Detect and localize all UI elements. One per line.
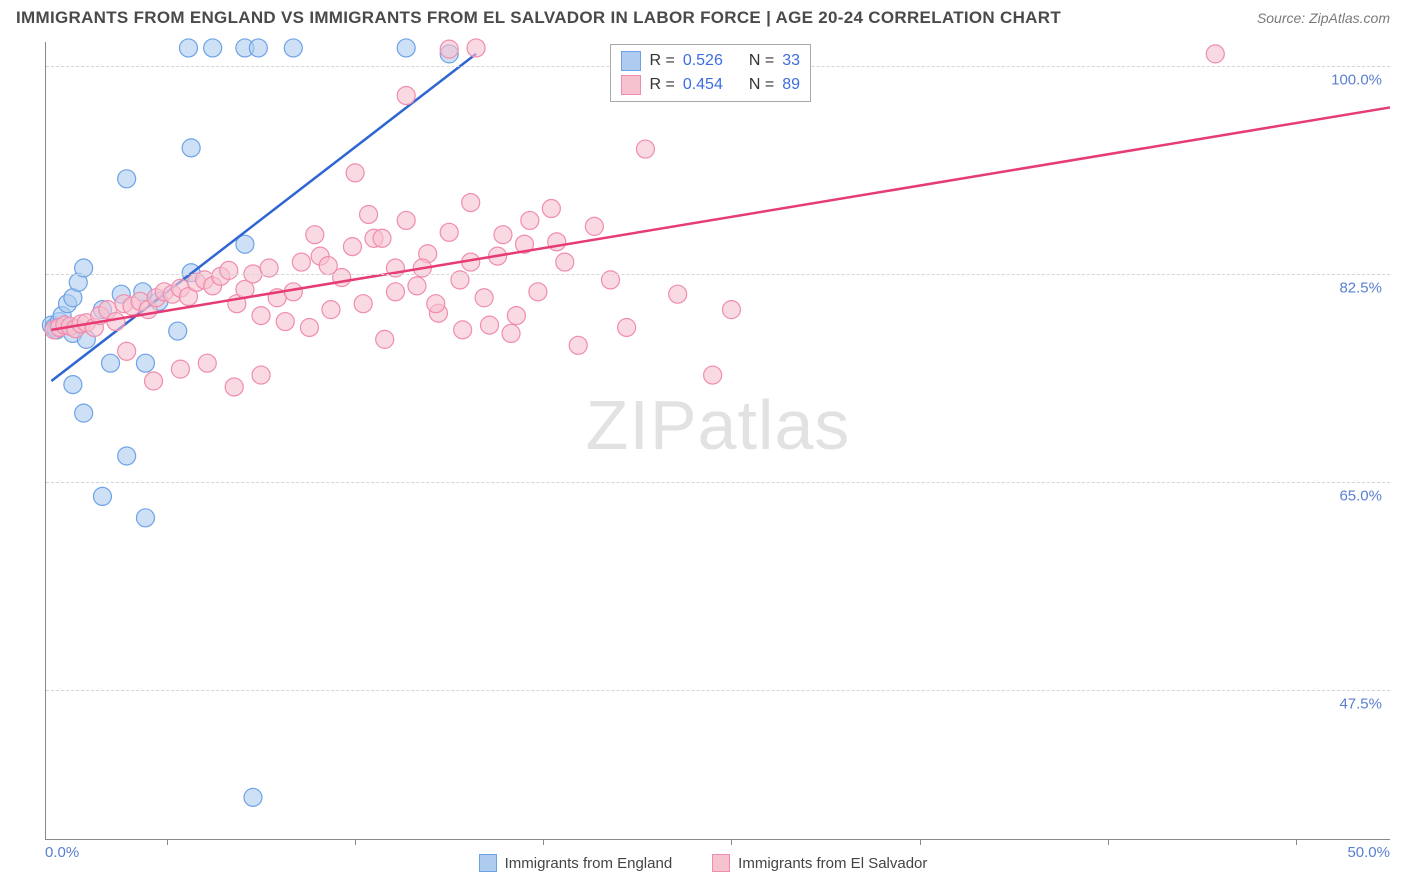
data-point — [136, 354, 154, 372]
data-point — [220, 261, 238, 279]
data-point — [343, 238, 361, 256]
bottom-label-england: Immigrants from England — [505, 855, 673, 872]
data-point — [204, 39, 222, 57]
data-point — [354, 295, 372, 313]
trend-line — [51, 107, 1390, 329]
data-point — [704, 366, 722, 384]
data-point — [481, 316, 499, 334]
data-point — [322, 301, 340, 319]
data-point — [64, 376, 82, 394]
data-point — [454, 321, 472, 339]
chart-header: IMMIGRANTS FROM ENGLAND VS IMMIGRANTS FR… — [0, 0, 1406, 32]
data-point — [618, 318, 636, 336]
bottom-swatch-england — [479, 854, 497, 872]
data-point — [475, 289, 493, 307]
data-point — [669, 285, 687, 303]
n-value-england: 33 — [782, 52, 800, 70]
data-point — [397, 211, 415, 229]
data-point — [373, 229, 391, 247]
data-point — [276, 313, 294, 331]
n-value-elsalvador: 89 — [782, 76, 800, 94]
data-point — [427, 295, 445, 313]
data-point — [376, 330, 394, 348]
data-point — [636, 140, 654, 158]
data-point — [118, 170, 136, 188]
data-point — [198, 354, 216, 372]
data-point — [521, 211, 539, 229]
n-label: N = — [749, 76, 774, 94]
data-point — [529, 283, 547, 301]
data-point — [169, 322, 187, 340]
data-point — [386, 283, 404, 301]
data-point — [118, 447, 136, 465]
data-point — [249, 39, 267, 57]
data-point — [408, 277, 426, 295]
ytick-label: 100.0% — [1331, 71, 1382, 88]
ytick-label: 47.5% — [1339, 696, 1382, 713]
data-point — [507, 307, 525, 325]
data-point — [397, 87, 415, 105]
data-point — [722, 301, 740, 319]
data-point — [244, 788, 262, 806]
legend-swatch-england — [621, 51, 641, 71]
data-point — [502, 324, 520, 342]
bottom-legend-england: Immigrants from England — [479, 854, 673, 872]
ytick-label: 82.5% — [1339, 279, 1382, 296]
data-point — [542, 200, 560, 218]
data-point — [75, 404, 93, 422]
data-point — [440, 40, 458, 58]
data-point — [467, 39, 485, 57]
data-point — [346, 164, 364, 182]
r-value-elsalvador: 0.454 — [683, 76, 723, 94]
data-point — [397, 39, 415, 57]
data-point — [107, 313, 125, 331]
legend-row-elsalvador: R = 0.454 N = 89 — [621, 73, 800, 97]
bottom-legend: Immigrants from England Immigrants from … — [0, 854, 1406, 872]
data-point — [556, 253, 574, 271]
gridline-h — [46, 482, 1390, 483]
gridline-h — [46, 690, 1390, 691]
data-point — [225, 378, 243, 396]
chart-source: Source: ZipAtlas.com — [1257, 10, 1390, 26]
r-label: R = — [649, 76, 674, 94]
data-point — [179, 39, 197, 57]
chart-plot-area: ZIPatlas R = 0.526 N = 33 R = 0.454 N = … — [45, 42, 1390, 840]
bottom-swatch-elsalvador — [712, 854, 730, 872]
data-point — [292, 253, 310, 271]
bottom-legend-elsalvador: Immigrants from El Salvador — [712, 854, 927, 872]
data-point — [440, 223, 458, 241]
data-point — [360, 205, 378, 223]
data-point — [252, 307, 270, 325]
data-point — [319, 257, 337, 275]
data-point — [585, 217, 603, 235]
data-point — [102, 354, 120, 372]
data-point — [306, 226, 324, 244]
legend-row-england: R = 0.526 N = 33 — [621, 49, 800, 73]
data-point — [182, 139, 200, 157]
data-point — [462, 194, 480, 212]
data-point — [171, 360, 189, 378]
r-value-england: 0.526 — [683, 52, 723, 70]
data-point — [300, 318, 318, 336]
bottom-label-elsalvador: Immigrants from El Salvador — [738, 855, 927, 872]
r-label: R = — [649, 52, 674, 70]
legend-swatch-elsalvador — [621, 75, 641, 95]
data-point — [1206, 45, 1224, 63]
data-point — [284, 39, 302, 57]
data-point — [93, 487, 111, 505]
chart-svg — [46, 42, 1390, 839]
data-point — [136, 509, 154, 527]
data-point — [145, 372, 163, 390]
data-point — [252, 366, 270, 384]
n-label: N = — [749, 52, 774, 70]
gridline-h — [46, 274, 1390, 275]
data-point — [118, 342, 136, 360]
correlation-legend: R = 0.526 N = 33 R = 0.454 N = 89 — [610, 44, 811, 102]
data-point — [569, 336, 587, 354]
ytick-label: 65.0% — [1339, 488, 1382, 505]
chart-title: IMMIGRANTS FROM ENGLAND VS IMMIGRANTS FR… — [16, 8, 1061, 28]
data-point — [494, 226, 512, 244]
